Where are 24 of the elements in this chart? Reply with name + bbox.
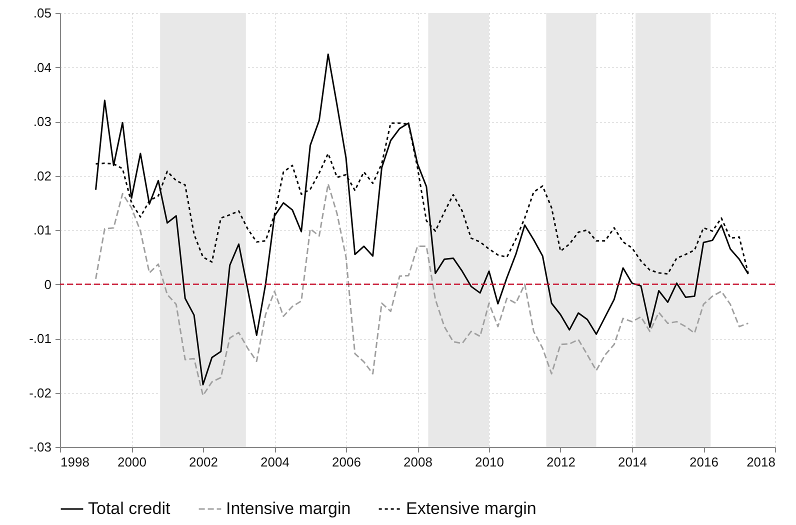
y-tick-label: .05 <box>33 6 52 20</box>
x-tick-label: 2016 <box>690 454 718 470</box>
y-tick-label: .03 <box>33 114 52 129</box>
y-tick-label: .04 <box>33 60 52 75</box>
x-tick-label: 2000 <box>118 454 146 470</box>
x-tick-label: 2012 <box>546 454 576 470</box>
y-tick-label: .01 <box>33 222 52 238</box>
x-tick-label: 2014 <box>618 454 647 470</box>
x-tick-label: 1998 <box>60 454 90 470</box>
y-tick-label: -.01 <box>29 331 52 346</box>
y-tick-label: .02 <box>33 168 52 184</box>
x-tick-label: 2018 <box>746 454 776 470</box>
line-series <box>95 183 749 396</box>
legend-label: Extensive margin <box>406 499 536 518</box>
x-tick-label: 2008 <box>404 454 432 470</box>
y-tick-label: 0 <box>44 276 52 292</box>
x-tick-label: 2002 <box>189 454 218 470</box>
x-tick-label: 2004 <box>260 454 290 470</box>
legend-label: Intensive margin <box>226 499 351 518</box>
y-tick-label: -.03 <box>29 440 52 454</box>
legend-label: Total credit <box>88 499 170 518</box>
x-tick-label: 2006 <box>332 454 361 470</box>
y-tick-label: -.02 <box>29 385 52 400</box>
x-tick-label: 2010 <box>475 454 504 470</box>
